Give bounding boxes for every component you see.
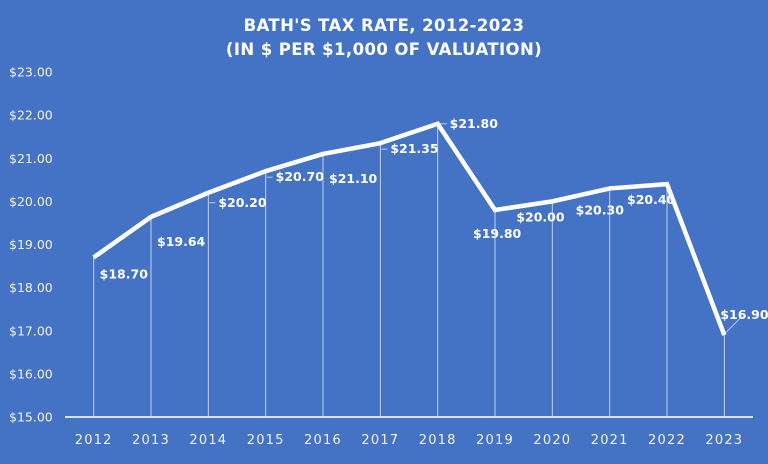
leader-line: [725, 315, 743, 333]
x-tick-label: 2021: [591, 433, 629, 448]
x-tick-label: 2013: [132, 433, 170, 448]
y-tick-label: $16.00: [9, 366, 53, 381]
drop-lines: [93, 123, 725, 417]
y-tick-label: $19.00: [9, 237, 53, 252]
data-label: $20.70: [276, 169, 325, 184]
data-label: $21.80: [450, 116, 499, 131]
x-tick-label: 2016: [304, 433, 342, 448]
data-label: $20.40: [627, 192, 676, 207]
data-label: $18.70: [100, 266, 149, 281]
y-tick-label: $15.00: [9, 410, 53, 425]
x-tick-label: 2012: [75, 433, 113, 448]
x-tick-label: 2022: [648, 433, 686, 448]
data-label: $21.10: [329, 171, 378, 186]
data-label: $19.64: [157, 234, 206, 249]
y-tick-label: $20.00: [9, 194, 53, 209]
y-tick-label: $21.00: [9, 151, 53, 166]
x-tick-label: 2019: [476, 433, 514, 448]
data-labels: $18.70 $19.64 $20.20 $20.70 $21.10 $21.35 $21.…: [100, 116, 768, 322]
x-tick-label: 2017: [361, 433, 399, 448]
y-tick-label: $17.00: [9, 323, 53, 338]
data-label: $20.20: [218, 195, 267, 210]
data-label: $16.90: [720, 307, 768, 322]
chart-title-line-2: (IN $ PER $1,000 OF VALUATION): [226, 40, 542, 59]
x-tick-label: 2014: [189, 433, 227, 448]
y-tick-label: $22.00: [9, 108, 53, 123]
x-tick-label: 2018: [419, 433, 457, 448]
x-tick-label: 2020: [533, 433, 571, 448]
y-axis-ticks: $15.00 $16.00 $17.00 $18.00 $19.00 $20.00 $21.…: [9, 65, 53, 425]
data-label: $20.00: [516, 209, 565, 224]
y-tick-label: $23.00: [9, 65, 53, 80]
data-label: $21.35: [390, 141, 438, 156]
data-label: $19.80: [473, 226, 522, 241]
x-tick-label: 2015: [247, 433, 285, 448]
chart-title-line-1: BATH'S TAX RATE, 2012-2023: [244, 16, 525, 35]
y-tick-label: $18.00: [9, 280, 53, 295]
x-tick-label: 2023: [705, 433, 743, 448]
series-line-tax-rate: [92, 121, 727, 336]
data-label: $20.30: [576, 202, 625, 217]
x-axis-ticks: 2012 2013 2014 2015 2016 2017 2018 2019 2020 2021…: [75, 433, 743, 448]
